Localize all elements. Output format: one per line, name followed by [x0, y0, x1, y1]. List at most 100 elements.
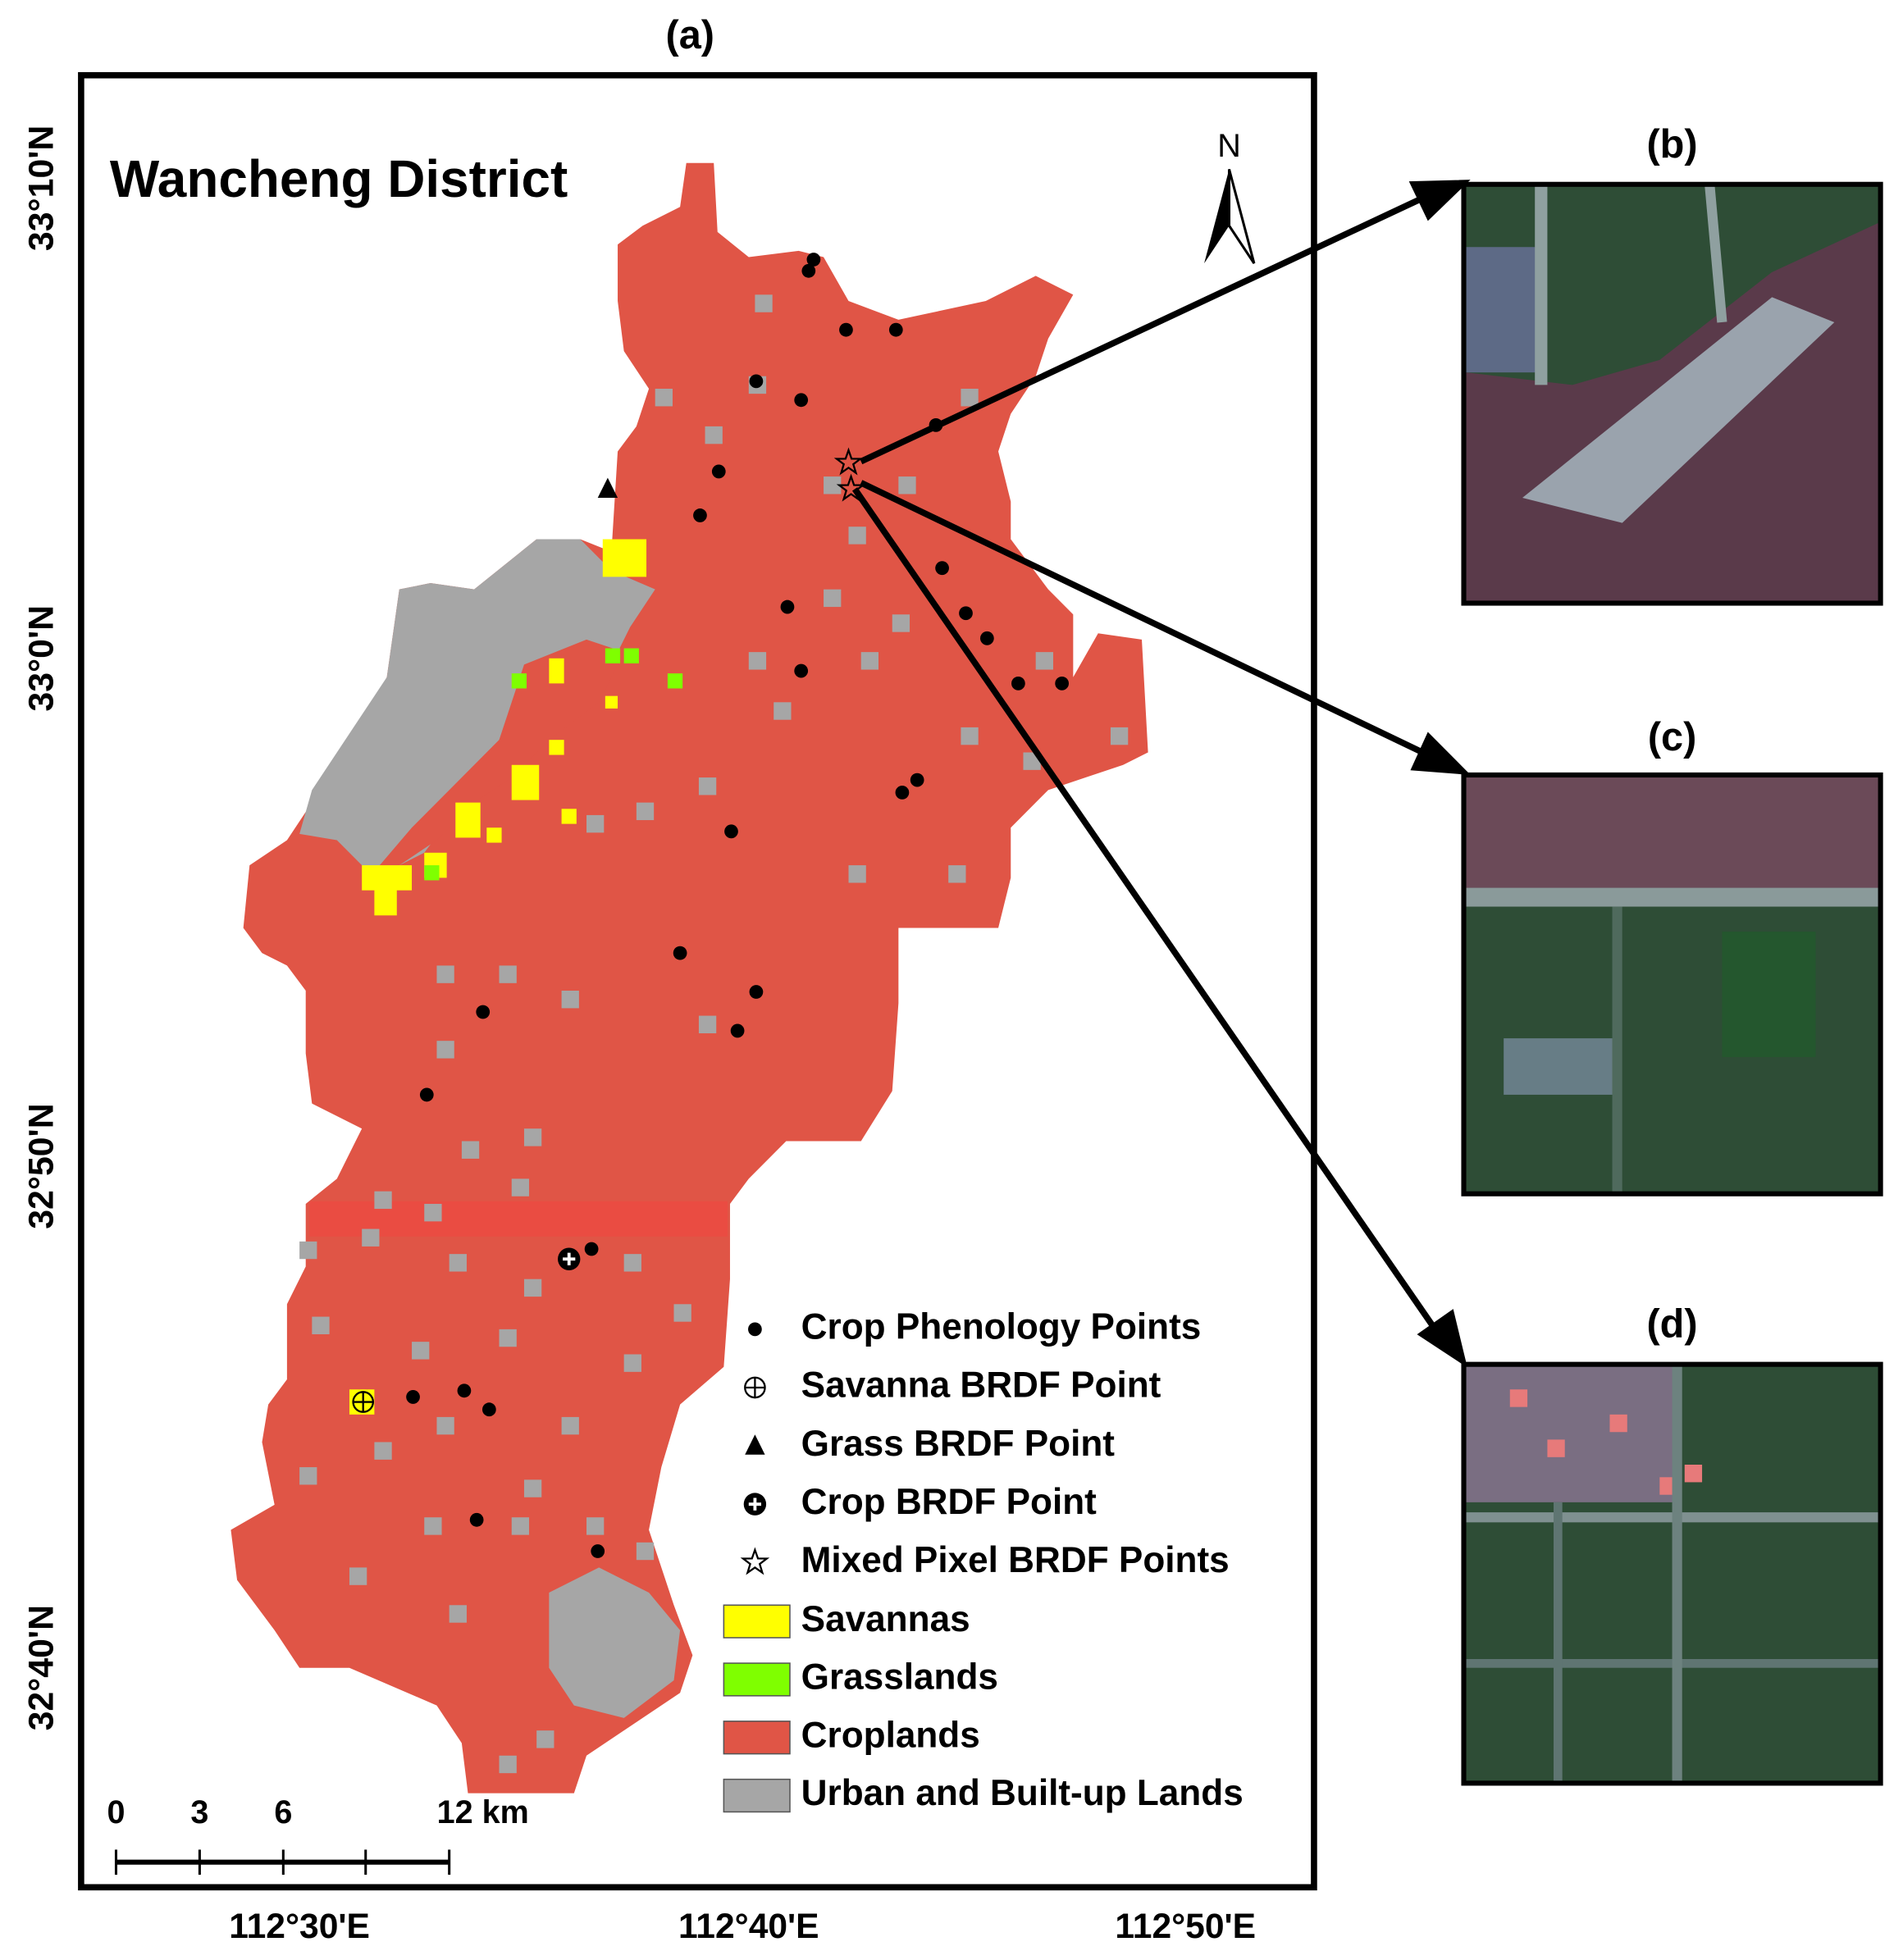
patch: [1684, 1465, 1703, 1483]
inset-frame: [1461, 181, 1883, 606]
urban-patch: [374, 1191, 392, 1210]
crop-phenology-point: [724, 824, 738, 839]
points: [352, 253, 1070, 1558]
legend-swatch: [723, 1778, 791, 1813]
urban-patch: [436, 1416, 454, 1435]
lon-label: 112°30'E: [229, 1907, 370, 1946]
urban-patch: [299, 1241, 317, 1260]
crop-phenology-point: [806, 253, 821, 267]
urban-patch: [892, 614, 910, 632]
savanna-patch: [486, 827, 502, 843]
urban-patch: [961, 727, 979, 745]
symbol: [745, 1377, 765, 1398]
urban: [299, 539, 655, 878]
crop-phenology-point: [476, 1005, 491, 1019]
inset-frame: [1461, 772, 1883, 1197]
crop-phenology-point: [749, 985, 764, 999]
crop-phenology-point: [730, 1023, 745, 1038]
urban-patch: [586, 814, 605, 833]
urban-patch: [499, 1329, 517, 1347]
crop-phenology-point: [801, 263, 816, 278]
inset-image: [1461, 1361, 1883, 1786]
savanna-patch: [549, 658, 564, 684]
scale-label: 3: [190, 1794, 208, 1830]
urban-patch: [698, 1015, 717, 1033]
lat-label: 33°10'N: [22, 125, 62, 251]
inset-image: [1461, 181, 1883, 606]
panel-label: (c): [1648, 715, 1696, 759]
savanna-patch: [455, 802, 481, 838]
inset-frame: [1461, 1361, 1883, 1786]
urban-patch: [449, 1605, 467, 1623]
grass-patch: [605, 648, 621, 663]
symbol: [748, 1497, 761, 1511]
crop-phenology-point: [481, 1402, 496, 1417]
urban-patch: [499, 965, 517, 983]
symbol: [740, 1547, 770, 1575]
crop-phenology-point: [959, 606, 973, 621]
grass-patch: [511, 673, 527, 689]
axes: 33°10'N 33°0'N 32°50'N 32°40'N 112°30'E 112°4…: [22, 125, 1256, 1946]
legend-label: Grasslands: [801, 1657, 998, 1698]
panel-label: (d): [1646, 1302, 1697, 1347]
urban-patch: [436, 965, 454, 983]
crop-phenology-point: [794, 393, 809, 408]
savanna-patch: [605, 695, 618, 709]
urban-patch: [673, 1304, 691, 1322]
scale-label: 0: [107, 1794, 125, 1830]
arrow: [860, 195, 1424, 465]
urban-patch: [748, 652, 767, 670]
urban-patch: [698, 777, 717, 795]
lat-label: 32°40'N: [22, 1605, 62, 1730]
legend-label: Crop Phenology Points: [801, 1306, 1202, 1347]
map-title: Wancheng District: [110, 149, 568, 208]
symbol: [597, 477, 618, 499]
urban-patch: [362, 1228, 380, 1247]
crop-phenology-point: [780, 599, 795, 614]
crop-phenology-point: [406, 1390, 420, 1404]
urban-patch: [824, 476, 842, 495]
urban-patch: [424, 1517, 442, 1535]
urban-patch: [449, 1254, 467, 1272]
symbol: [745, 1434, 765, 1455]
crop-phenology-point: [935, 561, 949, 576]
urban-patch: [824, 589, 842, 608]
urban-patch: [961, 389, 979, 407]
crop-phenology-point: [693, 508, 707, 522]
road: [1704, 184, 1727, 323]
urban: [549, 1567, 681, 1718]
urban-patch: [511, 1517, 530, 1535]
patch: [1522, 297, 1835, 523]
road: [1554, 1502, 1563, 1784]
savanna-patch: [602, 539, 647, 577]
urban-patch: [561, 1416, 579, 1435]
scale-label: 6: [274, 1794, 292, 1830]
savanna-patch: [549, 740, 564, 755]
crop-phenology-point: [673, 946, 687, 960]
arrowhead: [1408, 180, 1471, 221]
urban-patch: [523, 1479, 542, 1497]
crop-phenology-point: [469, 1512, 484, 1527]
urban-patch: [412, 1342, 430, 1360]
lon-label: 112°40'E: [678, 1907, 819, 1946]
urban-patch: [523, 1279, 542, 1297]
legend-label: Urban and Built-up Lands: [801, 1773, 1244, 1813]
crop-phenology-point: [591, 1544, 605, 1558]
crop-phenology-point: [1055, 676, 1070, 691]
crop-phenology-point: [895, 785, 910, 800]
urban-patch: [948, 865, 966, 883]
patch: [1509, 1389, 1528, 1407]
urban-patch: [705, 426, 723, 444]
legend-label: Crop BRDF Point: [801, 1482, 1097, 1522]
urban-patch: [511, 1178, 530, 1197]
patch: [1547, 1439, 1565, 1457]
urban-patch: [299, 1467, 317, 1485]
crop-phenology-point: [839, 322, 853, 337]
crop-phenology-point: [584, 1242, 599, 1256]
patch: [1609, 1414, 1627, 1433]
croplands: [374, 639, 624, 872]
symbol: [833, 447, 864, 476]
crop-phenology-point: [794, 663, 809, 678]
